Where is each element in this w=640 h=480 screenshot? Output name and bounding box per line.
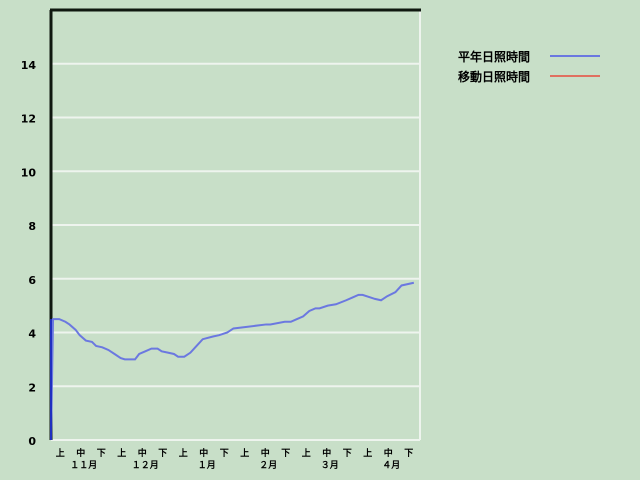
month-label: １２月 xyxy=(132,460,159,471)
month-label: １月 xyxy=(198,460,216,471)
x-tick-label: 下 xyxy=(97,448,106,459)
x-tick-label: 下 xyxy=(343,448,352,459)
series-line-0 xyxy=(50,281,415,441)
x-tick-label: 中 xyxy=(138,447,147,459)
x-tick-label: 下 xyxy=(220,448,229,459)
legend-label: 平年日照時間 xyxy=(458,49,530,64)
y-tick-label: 0 xyxy=(28,435,36,448)
x-tick-label: 中 xyxy=(384,447,393,459)
x-tick-label: 下 xyxy=(158,448,167,459)
x-tick-label: 上 xyxy=(302,447,311,459)
month-label: ３月 xyxy=(321,460,339,471)
x-tick-label: 上 xyxy=(363,447,372,459)
x-tick-label: 中 xyxy=(199,447,208,459)
month-label: １１月 xyxy=(70,460,97,471)
x-tick-label: 中 xyxy=(76,447,85,459)
y-tick-label: 6 xyxy=(28,274,36,287)
x-tick-label: 上 xyxy=(117,447,126,459)
x-tick-label: 上 xyxy=(56,447,65,459)
y-tick-label: 14 xyxy=(21,59,37,72)
x-tick-label: 中 xyxy=(322,447,331,459)
x-tick-label: 上 xyxy=(240,447,249,459)
y-tick-label: 8 xyxy=(28,220,36,233)
x-tick-label: 上 xyxy=(179,447,188,459)
y-tick-label: 10 xyxy=(21,166,37,179)
y-tick-label: 4 xyxy=(28,328,36,341)
y-tick-label: 2 xyxy=(28,381,36,394)
y-tick-label: 12 xyxy=(21,113,36,126)
x-tick-label: 下 xyxy=(404,448,413,459)
x-tick-label: 中 xyxy=(261,447,270,459)
legend-label: 移動日照時間 xyxy=(458,69,530,84)
month-label: ４月 xyxy=(382,460,400,471)
x-tick-label: 下 xyxy=(281,448,290,459)
month-label: ２月 xyxy=(259,460,277,471)
